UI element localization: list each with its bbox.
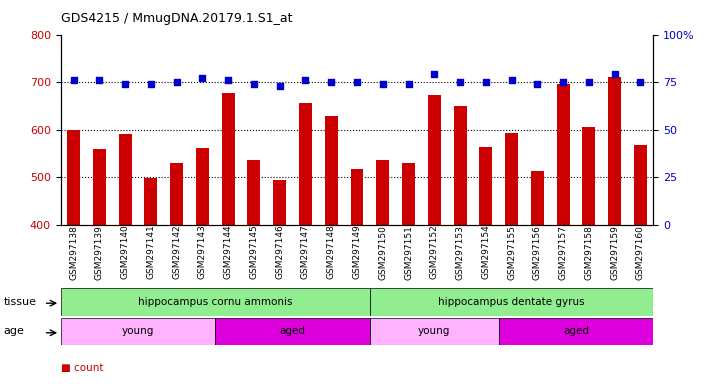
Bar xyxy=(557,84,570,225)
Point xyxy=(428,71,440,78)
Bar xyxy=(144,178,157,225)
Bar xyxy=(531,171,544,225)
Text: GSM297157: GSM297157 xyxy=(558,225,568,280)
Text: GSM297152: GSM297152 xyxy=(430,225,439,280)
Bar xyxy=(428,95,441,225)
Text: hippocampus dentate gyrus: hippocampus dentate gyrus xyxy=(438,297,585,307)
Text: GSM297141: GSM297141 xyxy=(146,225,156,280)
Bar xyxy=(196,148,208,225)
Text: GSM297151: GSM297151 xyxy=(404,225,413,280)
Text: GSM297143: GSM297143 xyxy=(198,225,207,280)
Text: GSM297138: GSM297138 xyxy=(69,225,78,280)
Bar xyxy=(222,93,235,225)
Point xyxy=(171,79,182,85)
Bar xyxy=(248,161,261,225)
Bar xyxy=(505,133,518,225)
Text: GSM297150: GSM297150 xyxy=(378,225,387,280)
Point xyxy=(532,81,543,87)
Point xyxy=(583,79,595,85)
Text: GSM297149: GSM297149 xyxy=(353,225,361,280)
Point xyxy=(403,81,414,87)
Text: GSM297139: GSM297139 xyxy=(95,225,104,280)
Bar xyxy=(61,318,216,345)
Text: aged: aged xyxy=(563,326,589,336)
Bar xyxy=(376,161,389,225)
Point xyxy=(558,79,569,85)
Bar xyxy=(370,288,653,316)
Bar xyxy=(583,127,595,225)
Bar xyxy=(498,318,653,345)
Point xyxy=(506,77,518,83)
Point xyxy=(609,71,620,78)
Text: GSM297145: GSM297145 xyxy=(249,225,258,280)
Point xyxy=(223,77,234,83)
Point xyxy=(351,79,363,85)
Point xyxy=(635,79,646,85)
Text: GSM297148: GSM297148 xyxy=(327,225,336,280)
Text: GSM297140: GSM297140 xyxy=(121,225,130,280)
Bar xyxy=(67,130,80,225)
Text: age: age xyxy=(4,326,24,336)
Bar xyxy=(453,106,466,225)
Bar xyxy=(325,116,338,225)
Text: aged: aged xyxy=(280,326,306,336)
Text: GSM297142: GSM297142 xyxy=(172,225,181,279)
Point xyxy=(300,77,311,83)
Point xyxy=(454,79,466,85)
Text: GDS4215 / MmugDNA.20179.1.S1_at: GDS4215 / MmugDNA.20179.1.S1_at xyxy=(61,12,292,25)
Point xyxy=(480,79,491,85)
Point xyxy=(326,79,337,85)
Point xyxy=(68,77,79,83)
Point xyxy=(196,75,208,81)
Point xyxy=(274,83,286,89)
Text: young: young xyxy=(122,326,154,336)
Text: young: young xyxy=(418,326,451,336)
Point xyxy=(145,81,156,87)
Bar xyxy=(216,318,370,345)
Text: GSM297146: GSM297146 xyxy=(275,225,284,280)
Text: hippocampus cornu ammonis: hippocampus cornu ammonis xyxy=(138,297,293,307)
Point xyxy=(248,81,260,87)
Bar xyxy=(634,145,647,225)
Bar xyxy=(299,103,312,225)
Point xyxy=(377,81,388,87)
Bar xyxy=(370,318,498,345)
Bar xyxy=(119,134,131,225)
Bar xyxy=(93,149,106,225)
Text: GSM297160: GSM297160 xyxy=(636,225,645,280)
Bar xyxy=(273,180,286,225)
Text: GSM297153: GSM297153 xyxy=(456,225,465,280)
Point xyxy=(94,77,105,83)
Text: GSM297158: GSM297158 xyxy=(584,225,593,280)
Text: GSM297155: GSM297155 xyxy=(507,225,516,280)
Text: GSM297144: GSM297144 xyxy=(223,225,233,279)
Bar xyxy=(479,147,492,225)
Text: GSM297147: GSM297147 xyxy=(301,225,310,280)
Bar xyxy=(402,163,415,225)
Bar xyxy=(61,288,370,316)
Text: GSM297156: GSM297156 xyxy=(533,225,542,280)
Text: ■ count: ■ count xyxy=(61,363,104,373)
Bar xyxy=(608,77,621,225)
Bar xyxy=(170,163,183,225)
Point xyxy=(119,81,131,87)
Text: GSM297159: GSM297159 xyxy=(610,225,619,280)
Text: GSM297154: GSM297154 xyxy=(481,225,491,280)
Bar xyxy=(351,169,363,225)
Text: tissue: tissue xyxy=(4,297,36,307)
